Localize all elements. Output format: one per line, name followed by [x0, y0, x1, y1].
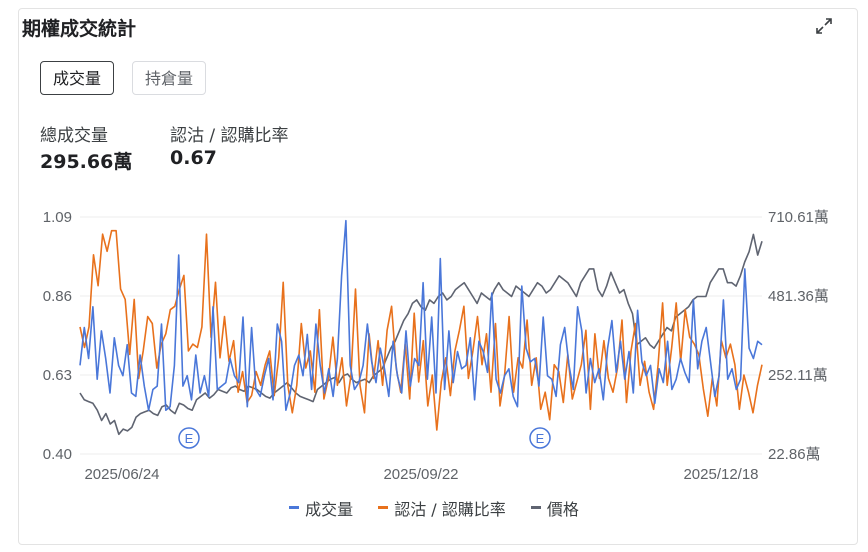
legend-item-price[interactable]: 價格 [530, 496, 579, 520]
card-title: 期權成交統計 [22, 18, 137, 40]
legend-swatch-price [530, 506, 541, 509]
series-line-put-call-ratio [79, 229, 763, 431]
event-marker-label: E [536, 431, 545, 446]
put-call-ratio-value: 0.67 [170, 147, 217, 169]
event-marker [529, 427, 551, 449]
legend-label-price: 價格 [546, 499, 579, 519]
legend-label-put-call-ratio: 認沽 / 認購比率 [394, 499, 506, 519]
chart-legend: 成交量 認沽 / 認購比率 價格 [0, 494, 868, 520]
series-line-volume [79, 219, 763, 412]
total-volume-label: 總成交量 [40, 126, 108, 146]
y-left-tick-label: 0.63 [43, 367, 72, 384]
y-left-tick-label: 0.40 [43, 446, 72, 463]
legend-item-put-call-ratio[interactable]: 認沽 / 認購比率 [378, 496, 506, 520]
total-volume-value: 295.66萬 [40, 151, 133, 173]
x-tick-label: 2025/12/18 [683, 466, 758, 483]
y-right-tick-label: 481.36萬 [768, 288, 829, 305]
expand-icon[interactable] [814, 16, 834, 36]
event-marker [178, 427, 200, 449]
x-tick-label: 2025/06/24 [84, 466, 159, 483]
legend-swatch-put-call-ratio [378, 506, 389, 509]
tab-volume[interactable]: 成交量 [40, 61, 115, 95]
y-right-tick-label: 252.11萬 [768, 367, 828, 384]
series-line-price [79, 233, 763, 436]
options-volume-card [18, 8, 858, 545]
legend-swatch-volume [289, 506, 300, 509]
y-left-tick-label: 0.86 [43, 288, 72, 305]
legend-item-volume[interactable]: 成交量 [289, 496, 353, 520]
tab-open-interest[interactable]: 持倉量 [132, 61, 207, 95]
y-right-tick-label: 710.61萬 [768, 209, 829, 226]
y-right-tick-label: 22.86萬 [768, 446, 821, 463]
y-left-tick-label: 1.09 [43, 209, 72, 226]
legend-label-volume: 成交量 [305, 499, 354, 519]
event-marker-label: E [185, 431, 194, 446]
put-call-ratio-label: 認沽 / 認購比率 [170, 126, 289, 146]
x-tick-label: 2025/09/22 [383, 466, 458, 483]
